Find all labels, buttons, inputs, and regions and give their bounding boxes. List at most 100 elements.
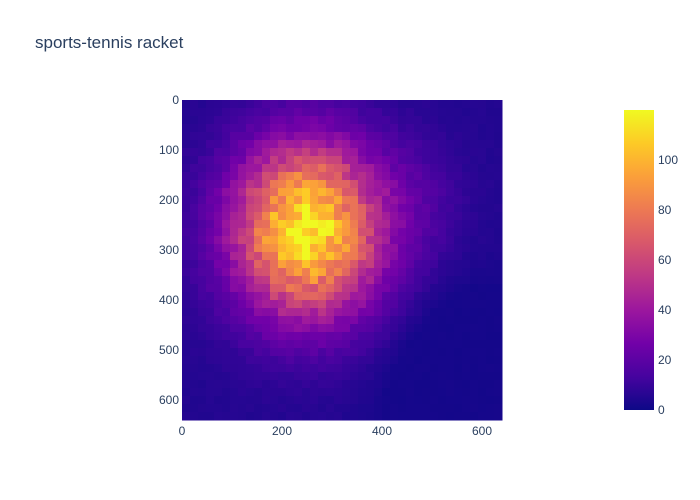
heatmap-cell [310, 180, 319, 189]
heatmap-cell [374, 284, 383, 293]
heatmap-cell [286, 188, 295, 197]
heatmap-cell [430, 252, 439, 261]
heatmap-cell [198, 324, 207, 333]
heatmap-cell [254, 148, 263, 157]
heatmap-cell [390, 372, 399, 381]
heatmap-cell [358, 380, 367, 389]
heatmap-cell [470, 188, 479, 197]
heatmap-cell [262, 132, 271, 141]
heatmap-cell [342, 372, 351, 381]
heatmap-cell [366, 252, 375, 261]
heatmap-cell [398, 148, 407, 157]
heatmap-cell [406, 308, 415, 317]
heatmap-cell [406, 188, 415, 197]
heatmap-cell [334, 260, 343, 269]
heatmap-cell [478, 172, 487, 181]
heatmap-cell [414, 316, 423, 325]
heatmap-cell [222, 268, 231, 277]
heatmap-cell [222, 316, 231, 325]
heatmap-cell [310, 172, 319, 181]
heatmap-cell [302, 188, 311, 197]
heatmap-cell [238, 212, 247, 221]
heatmap-cell [310, 332, 319, 341]
heatmap-cell [374, 188, 383, 197]
heatmap-cell [438, 332, 447, 341]
heatmap-cell [246, 404, 255, 413]
heatmap-cell [294, 356, 303, 365]
heatmap-cell [486, 236, 495, 245]
heatmap-cell [398, 164, 407, 173]
heatmap-cell [254, 108, 263, 117]
heatmap-cell [254, 316, 263, 325]
heatmap-cell [438, 404, 447, 413]
heatmap-cell [358, 132, 367, 141]
heatmap-cell [438, 276, 447, 285]
heatmap-cell [350, 140, 359, 149]
heatmap-cell [438, 172, 447, 181]
heatmap-cell [270, 252, 279, 261]
heatmap-cell [246, 316, 255, 325]
heatmap-cell [350, 324, 359, 333]
heatmap-cell [310, 140, 319, 149]
heatmap-cell [198, 164, 207, 173]
heatmap-cell [342, 196, 351, 205]
heatmap-cell [446, 156, 455, 165]
heatmap-cell [398, 196, 407, 205]
heatmap-cell [278, 116, 287, 125]
heatmap-cell [358, 180, 367, 189]
heatmap-cell [302, 316, 311, 325]
heatmap-cell [326, 204, 335, 213]
heatmap-cell [366, 276, 375, 285]
heatmap-cell [446, 180, 455, 189]
heatmap-cell [198, 260, 207, 269]
heatmap-cell [294, 292, 303, 301]
heatmap-cell [278, 412, 287, 421]
heatmap-cell [406, 404, 415, 413]
heatmap-cell [430, 364, 439, 373]
heatmap-cell [182, 340, 191, 349]
heatmap-cell [358, 332, 367, 341]
heatmap-cell [246, 260, 255, 269]
heatmap-cell [182, 212, 191, 221]
heatmap-cell [470, 140, 479, 149]
heatmap-cell [398, 316, 407, 325]
heatmap-cell [182, 116, 191, 125]
heatmap-cell [446, 260, 455, 269]
heatmap-cell [414, 220, 423, 229]
heatmap-cell [342, 212, 351, 221]
heatmap-cell [486, 196, 495, 205]
heatmap-cell [454, 228, 463, 237]
heatmap-cell [222, 100, 231, 109]
heatmap-cell [222, 204, 231, 213]
heatmap-cell [222, 244, 231, 253]
heatmap-cell [446, 252, 455, 261]
heatmap-cell [358, 252, 367, 261]
heatmap-cell [398, 252, 407, 261]
heatmap-cell [254, 228, 263, 237]
heatmap-cell [350, 404, 359, 413]
heatmap-cell [302, 284, 311, 293]
heatmap-cell [366, 100, 375, 109]
heatmap-cell [494, 396, 503, 405]
heatmap-cell [398, 132, 407, 141]
heatmap-cell [366, 124, 375, 133]
heatmap-cell [478, 100, 487, 109]
heatmap-cell [334, 116, 343, 125]
heatmap-cell [214, 236, 223, 245]
heatmap-cell [366, 236, 375, 245]
heatmap-cell [414, 204, 423, 213]
heatmap-cell [278, 228, 287, 237]
heatmap-cell [454, 308, 463, 317]
heatmap-cell [350, 308, 359, 317]
heatmap-cell [326, 196, 335, 205]
heatmap-cell [302, 332, 311, 341]
heatmap-cell [246, 332, 255, 341]
heatmap-cell [238, 284, 247, 293]
heatmap-cell [462, 236, 471, 245]
heatmap-cell [222, 108, 231, 117]
heatmap-cell [182, 156, 191, 165]
heatmap-cell [350, 220, 359, 229]
heatmap-cell [206, 300, 215, 309]
heatmap-cell [406, 348, 415, 357]
